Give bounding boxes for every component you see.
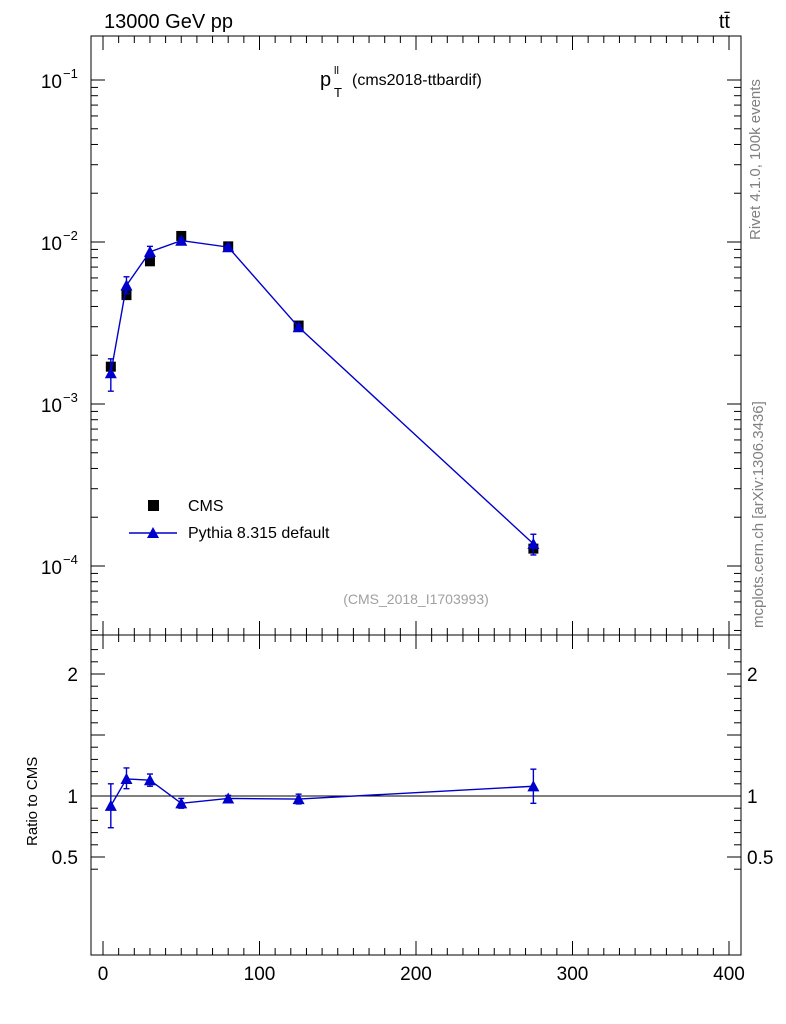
ratio-data-point (120, 772, 133, 785)
analysis-label: (CMS_2018_I1703993) (343, 591, 489, 607)
plot-title: p (320, 69, 331, 91)
top-panel-frame (90, 35, 742, 636)
cms-data-point (144, 256, 155, 267)
pythia-data-point (175, 234, 188, 246)
pythia-data-point (120, 279, 133, 291)
ratio-axis-label: Ratio to CMS (24, 757, 41, 846)
ratio-tick-label-right: 2 (747, 665, 758, 686)
bottom-panel-frame (90, 634, 742, 956)
top-panel-axes: 10−110−210−310−4 (41, 36, 741, 635)
y-tick-label-base: 10 (41, 72, 62, 93)
ratio-data-point (527, 780, 540, 792)
ratio-line (110, 778, 534, 807)
rivet-version-label: Rivet 4.1.0, 100k events (747, 79, 764, 240)
legend-pythia-marker (147, 527, 159, 538)
y-tick-label-exponent: −3 (63, 390, 78, 405)
plot-title-suffix: (cms2018-ttbardif) (352, 72, 482, 89)
y-tick-label-exponent: −4 (63, 552, 78, 567)
data-marks (104, 230, 540, 829)
pythia-data-point (222, 241, 235, 253)
mcplots-label: mcplots.cern.ch [arXiv:1306.3436] (750, 401, 767, 628)
ratio-data-point (222, 792, 235, 804)
ratio-tick-label-left: 2 (67, 665, 78, 686)
collision-label: 13000 GeV pp (104, 11, 233, 33)
ratio-tick-label-right: 0.5 (747, 848, 773, 869)
ratio-tick-label-left: 1 (67, 787, 78, 808)
process-label: tt̄ (719, 11, 731, 33)
legend: CMS Pythia 8.315 default (129, 498, 330, 542)
ratio-data-point (143, 774, 156, 786)
ratio-data-point (292, 793, 305, 805)
pythia-data-point (292, 321, 305, 333)
x-tick-label: 100 (244, 964, 276, 985)
ratio-data-point (104, 799, 117, 811)
plot-title-superscript: ll (334, 65, 339, 77)
y-tick-label-base: 10 (41, 396, 62, 417)
pythia-data-point (143, 245, 156, 257)
plot-title-subscript: T (334, 85, 342, 100)
y-tick-label-base: 10 (41, 234, 62, 255)
x-tick-label: 400 (713, 964, 745, 985)
y-tick-label-base: 10 (41, 558, 62, 579)
legend-cms-marker (148, 500, 159, 511)
pythia-data-point (104, 367, 117, 379)
legend-pythia-label: Pythia 8.315 default (188, 525, 330, 542)
ratio-tick-label-right: 1 (747, 787, 758, 808)
ratio-tick-label-left: 0.5 (52, 848, 78, 869)
ratio-data-point (175, 797, 188, 809)
x-tick-label: 200 (400, 964, 432, 985)
y-tick-label-exponent: −1 (63, 66, 78, 81)
plot-title-main: p (320, 69, 331, 91)
cms-data-point (121, 290, 132, 301)
legend-cms-label: CMS (188, 498, 224, 515)
x-tick-label: 300 (557, 964, 589, 985)
x-tick-label: 0 (98, 964, 109, 985)
pythia-line (110, 239, 534, 545)
pythia-data-point (527, 537, 540, 549)
y-tick-label-exponent: −2 (63, 228, 78, 243)
bottom-panel-axes: 0 100 200 300 400 2 2 1 1 0.5 0.5 (52, 635, 773, 985)
